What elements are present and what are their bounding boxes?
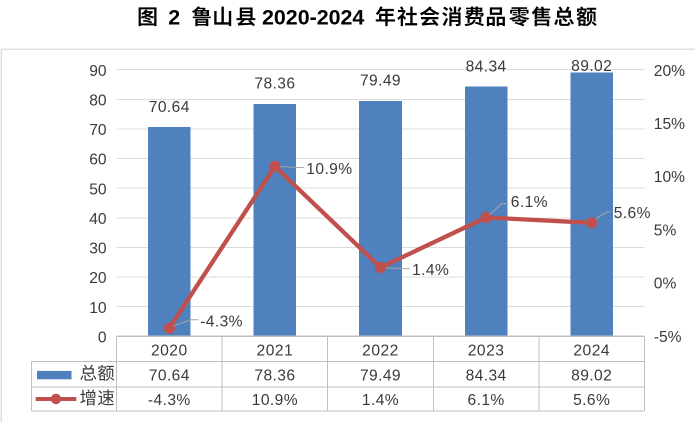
svg-text:70.64: 70.64 [149,368,190,385]
svg-text:5.6%: 5.6% [573,392,610,409]
svg-text:10%: 10% [654,169,685,186]
svg-text:6.1%: 6.1% [511,194,548,211]
svg-text:2024: 2024 [573,342,610,359]
svg-text:89.02: 89.02 [571,58,612,75]
svg-text:79.49: 79.49 [360,73,401,90]
svg-text:15%: 15% [654,116,685,133]
svg-text:30: 30 [89,241,107,258]
svg-text:2022: 2022 [362,342,399,359]
svg-text:2020-2024: 2020-2024 [262,5,364,29]
svg-text:6.1%: 6.1% [468,392,505,409]
svg-text:84.34: 84.34 [466,58,507,75]
svg-text:-4.3%: -4.3% [148,392,191,409]
svg-text:2021: 2021 [257,342,294,359]
svg-text:90: 90 [89,63,107,80]
svg-text:84.34: 84.34 [466,368,507,385]
svg-text:5%: 5% [654,222,677,239]
svg-text:0: 0 [98,330,107,347]
svg-text:20: 20 [89,270,107,287]
svg-text:79.49: 79.49 [360,368,401,385]
svg-text:0%: 0% [654,276,677,293]
svg-text:2023: 2023 [468,342,505,359]
svg-text:10: 10 [89,300,107,317]
svg-text:78.36: 78.36 [254,368,295,385]
svg-text:60: 60 [89,152,107,169]
svg-text:10.9%: 10.9% [306,161,352,178]
svg-text:78.36: 78.36 [254,76,295,93]
svg-text:40: 40 [89,211,107,228]
svg-text:2: 2 [168,5,180,29]
svg-text:5.6%: 5.6% [614,205,651,222]
svg-text:10.9%: 10.9% [252,392,298,409]
svg-text:70: 70 [89,122,107,139]
svg-text:70.64: 70.64 [149,99,190,116]
svg-text:1.4%: 1.4% [412,262,449,279]
svg-text:-5%: -5% [654,329,682,346]
svg-text:50: 50 [89,181,107,198]
svg-text:20%: 20% [654,63,685,80]
svg-text:1.4%: 1.4% [362,392,399,409]
svg-text:89.02: 89.02 [571,368,612,385]
svg-text:2020: 2020 [151,342,188,359]
svg-text:80: 80 [89,93,107,110]
svg-text:-4.3%: -4.3% [200,313,243,330]
